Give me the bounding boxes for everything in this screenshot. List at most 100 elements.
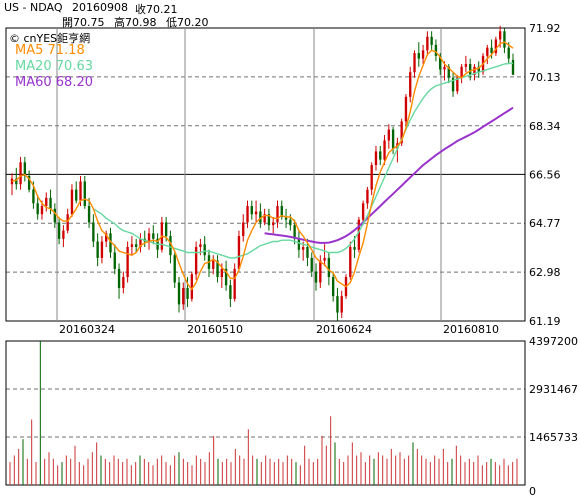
volume-tick-label: 1465733 <box>529 431 578 444</box>
candle-body <box>413 53 416 73</box>
candle-body <box>314 271 318 283</box>
legend-ma60: MA60 68.20 <box>15 75 93 90</box>
candle-body <box>267 214 271 226</box>
candle-body <box>404 96 408 122</box>
candle-body <box>216 260 219 278</box>
candle-body <box>237 236 241 269</box>
price-tick-label: 71.92 <box>529 22 561 35</box>
candle-body <box>361 203 365 220</box>
price-tick-label: 62.98 <box>529 266 561 279</box>
candle-body <box>139 238 142 247</box>
candle-body <box>297 238 301 250</box>
legend-ma5: MA5 71.18 <box>15 43 85 58</box>
candle-body <box>173 255 176 283</box>
candle-body <box>383 140 386 160</box>
candle-body <box>23 162 27 177</box>
price-tick-label: 66.56 <box>529 168 561 181</box>
candle-body <box>451 77 455 92</box>
candle-body <box>177 282 181 305</box>
candle-body <box>62 230 65 239</box>
legend-ma20: MA20 70.63 <box>15 59 93 74</box>
candle-body <box>421 50 425 59</box>
candle-body <box>186 287 189 299</box>
candle-body <box>229 285 232 299</box>
date-tick-label: 20160510 <box>187 323 243 336</box>
candle-body <box>242 222 245 237</box>
candle-body <box>96 241 99 258</box>
candle-body <box>83 181 86 207</box>
candle-body <box>280 206 283 217</box>
candle-body <box>276 206 279 223</box>
price-tick-label: 61.19 <box>529 315 561 328</box>
candle-body <box>224 268 228 286</box>
volume-tick-label: 0 <box>529 485 536 498</box>
candle-body <box>135 244 138 247</box>
candle-body <box>469 64 472 75</box>
candle-body <box>289 219 292 226</box>
candle-body <box>117 268 121 288</box>
candle-body <box>70 189 74 215</box>
symbol-label: US - NDAQ <box>4 1 63 14</box>
candle-body <box>327 257 331 278</box>
candle-body <box>323 257 326 261</box>
candle-body <box>473 66 476 75</box>
candle-body <box>19 162 22 185</box>
price-tick-label: 64.77 <box>529 217 561 230</box>
candle-body <box>439 55 442 70</box>
candle-body <box>233 268 236 299</box>
low-label: 低70.20 <box>166 16 209 29</box>
candle-body <box>387 129 390 141</box>
candle-body <box>182 287 185 305</box>
date-tick-label: 20160810 <box>443 323 499 336</box>
candle-body <box>113 252 116 269</box>
candle-body <box>417 53 420 59</box>
candle-body <box>310 257 313 272</box>
candle-body <box>246 206 249 223</box>
candle-body <box>460 66 463 78</box>
candle-body <box>36 203 39 215</box>
candle-body <box>340 296 343 313</box>
ma20-line <box>93 62 514 259</box>
date-label: 20160908 <box>72 1 128 14</box>
candle-body <box>40 206 44 215</box>
date-tick-label: 20160624 <box>316 323 372 336</box>
candle-body <box>486 47 489 56</box>
candle-body <box>164 222 168 237</box>
candle-body <box>494 39 498 54</box>
candle-body <box>306 246 309 258</box>
open-label: 開70.75 <box>62 16 105 29</box>
candle-body <box>319 260 322 283</box>
candle-body <box>79 181 82 201</box>
candle-body <box>498 31 502 40</box>
candle-body <box>190 274 194 299</box>
candle-body <box>199 244 202 247</box>
candle-body <box>203 244 206 256</box>
candle-body <box>254 211 258 215</box>
candle-body <box>409 72 412 97</box>
candle-body <box>49 197 52 209</box>
candle-body <box>426 36 429 51</box>
close-label: 收70.21 <box>135 3 178 16</box>
candle-body <box>434 44 438 56</box>
date-tick-label: 20160324 <box>59 323 115 336</box>
ma5-line <box>11 41 514 291</box>
candle-body <box>464 64 468 67</box>
candle-body <box>152 233 155 239</box>
high-label: 高70.98 <box>114 16 157 29</box>
candle-body <box>126 246 129 278</box>
candle-body <box>220 268 223 278</box>
candle-body <box>92 222 95 242</box>
price-tick-label: 70.13 <box>529 71 561 84</box>
candle-body <box>447 66 450 78</box>
brand-watermark: © cnYES鉅亨網 <box>9 32 91 45</box>
candle-body <box>32 189 35 204</box>
candle-body <box>370 165 373 190</box>
candle-body <box>391 129 395 149</box>
candle-body <box>263 214 266 223</box>
candle-body <box>336 296 339 313</box>
candle-body <box>477 66 480 73</box>
candle-body <box>302 246 305 250</box>
candle-body <box>212 260 215 269</box>
